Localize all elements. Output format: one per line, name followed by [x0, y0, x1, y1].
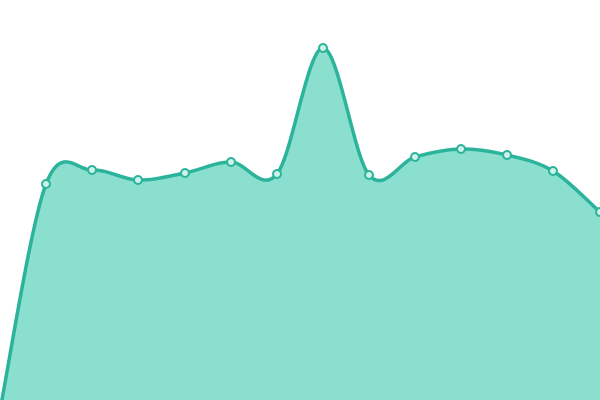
data-point-marker: [595, 207, 600, 217]
data-point-marker: [41, 179, 51, 189]
area-fill: [1, 47, 600, 400]
data-point-marker: [180, 168, 190, 178]
data-point-marker: [226, 157, 236, 167]
data-point-marker: [133, 175, 143, 185]
data-point-marker: [456, 144, 466, 154]
data-point-marker: [502, 150, 512, 160]
data-point-marker: [272, 169, 282, 179]
data-point-marker: [318, 43, 328, 53]
data-point-marker: [548, 166, 558, 176]
data-point-marker: [87, 165, 97, 175]
data-point-marker: [410, 152, 420, 162]
data-point-marker: [364, 170, 374, 180]
trend-line: [0, 46, 600, 400]
data-point-markers: [41, 43, 600, 217]
